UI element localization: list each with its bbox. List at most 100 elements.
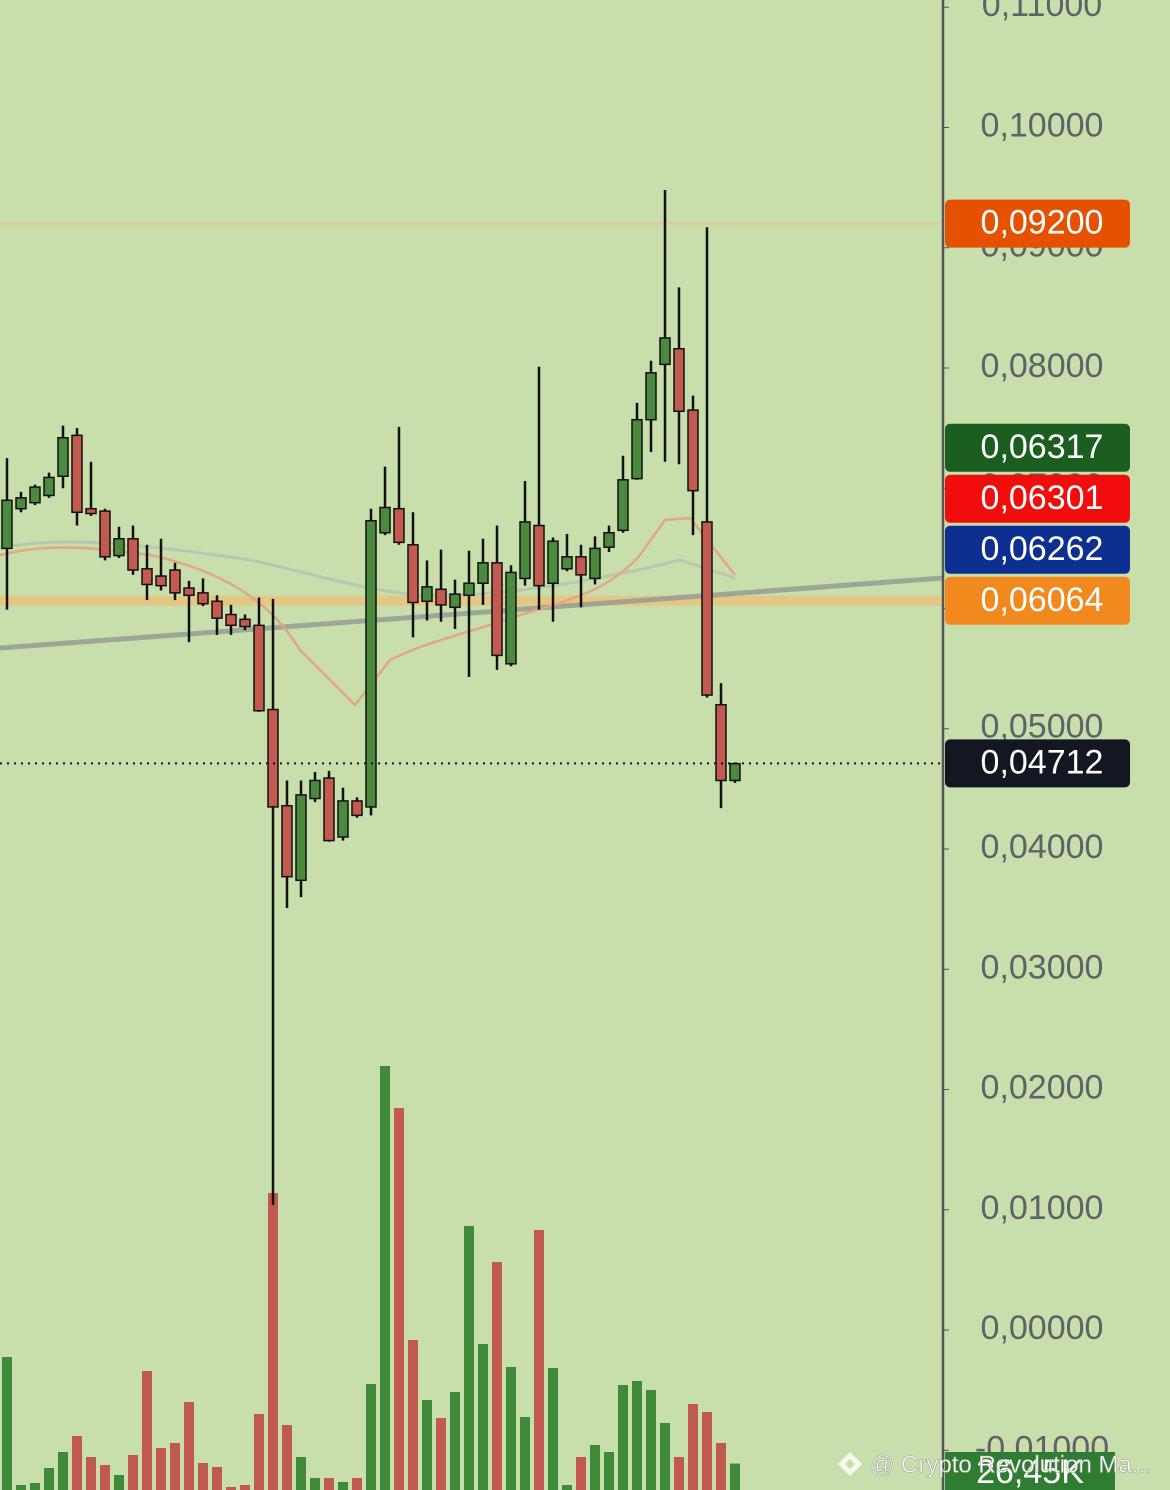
candle-body: [225, 613, 237, 627]
volume-bar: [142, 1371, 152, 1490]
volume-bar: [450, 1392, 460, 1490]
volume-bars: [2, 1066, 740, 1490]
price-label-box: [945, 199, 1130, 248]
candle-body: [211, 600, 223, 619]
y-tick-label: 0,11000: [982, 0, 1102, 24]
volume-bar: [576, 1457, 586, 1490]
volume-bar: [170, 1443, 180, 1490]
volume-bar: [604, 1452, 614, 1490]
candle-body: [617, 479, 629, 532]
candle-body: [15, 497, 27, 510]
candle-body: [421, 586, 433, 603]
price-label-box: [945, 423, 1130, 472]
volume-bar: [716, 1443, 726, 1490]
volume-bar: [408, 1340, 418, 1490]
volume-bar: [44, 1468, 54, 1490]
candle-body: [29, 486, 41, 504]
price-label-box: [945, 739, 1130, 788]
candle-body: [169, 569, 181, 594]
candle-body: [393, 507, 405, 544]
volume-bar: [436, 1418, 446, 1490]
candle-body: [575, 556, 587, 576]
candle-body: [267, 708, 279, 808]
candle-body: [659, 337, 671, 366]
candle-body: [183, 587, 195, 597]
volume-bar: [338, 1482, 348, 1490]
price-label-box: [945, 525, 1130, 574]
volume-bar: [2, 1357, 12, 1490]
price-label: 0,04712: [981, 743, 1104, 781]
candle-body: [141, 568, 153, 586]
volume-bar: [324, 1478, 334, 1490]
volume-bar: [296, 1457, 306, 1490]
volume-bar: [86, 1457, 96, 1490]
volume-label-box: [945, 1452, 1115, 1490]
candle-body: [687, 409, 699, 492]
candle-body: [407, 544, 419, 604]
volume-bar: [492, 1262, 502, 1490]
candle-body: [113, 538, 125, 557]
volume-label: 26,45K: [976, 1453, 1084, 1490]
volume-bar: [702, 1412, 712, 1490]
volume-bar: [394, 1108, 404, 1490]
candle-body: [533, 524, 545, 587]
price-label-box: [945, 576, 1130, 625]
candle-body: [561, 556, 573, 570]
y-tick-label: 0,00000: [981, 1309, 1104, 1347]
volume-bar: [100, 1465, 110, 1490]
y-tick-label: 0,03000: [981, 948, 1104, 986]
candle-body: [295, 794, 307, 882]
candle-body: [1, 499, 13, 550]
volume-bar: [660, 1423, 670, 1490]
candle-body: [309, 779, 321, 800]
price-label-box: [945, 474, 1130, 523]
volume-bar: [240, 1485, 250, 1490]
volume-bar: [618, 1385, 628, 1490]
trend-line: [0, 575, 944, 651]
volume-bar: [464, 1226, 474, 1490]
price-labels: 0,09200 0,06317 0,06301 0,06262 0,06064 0,047…: [945, 199, 1130, 788]
volume-bar: [156, 1448, 166, 1490]
candle-body: [365, 519, 377, 808]
volume-bar: [506, 1367, 516, 1490]
candle-body: [729, 762, 741, 782]
volume-bar: [730, 1463, 740, 1490]
candles: [0, 190, 943, 1205]
volume-bar: [310, 1478, 320, 1490]
volume-bar: [688, 1404, 698, 1490]
volume-bar: [548, 1368, 558, 1490]
candle-body: [673, 347, 685, 413]
candle-body: [323, 777, 335, 842]
candle-body: [589, 547, 601, 580]
volume-bar: [282, 1425, 292, 1490]
price-label: 0,06064: [981, 581, 1104, 619]
volume-bar: [352, 1478, 362, 1490]
candle-body: [239, 618, 251, 628]
levels: [0, 222, 943, 606]
volume-bar: [114, 1475, 124, 1490]
volume-bar: [58, 1452, 68, 1490]
volume-bar: [254, 1414, 264, 1490]
candle-body: [603, 531, 615, 548]
y-tick-label: 0,08000: [981, 347, 1104, 385]
candle-body: [631, 418, 643, 480]
candle-body: [57, 436, 69, 477]
y-tick-label: 0,01000: [981, 1189, 1104, 1227]
volume-bar: [674, 1457, 684, 1490]
candle-body: [253, 624, 265, 712]
candle-body: [491, 562, 503, 657]
candle-body: [85, 507, 97, 515]
candle-body: [99, 510, 111, 558]
volume-bar: [562, 1485, 572, 1490]
candle-body: [43, 476, 55, 497]
y-tick-label: 0,10000: [981, 106, 1104, 144]
y-tick-label: 0,02000: [981, 1069, 1104, 1107]
price-label: 0,06317: [981, 428, 1104, 466]
volume-bar: [184, 1402, 194, 1490]
candle-body: [701, 521, 713, 696]
candle-body: [505, 571, 517, 665]
watermark-icon: [838, 1452, 862, 1476]
candle-body: [281, 804, 293, 878]
candle-body: [197, 592, 209, 605]
volume-bar: [212, 1467, 222, 1490]
